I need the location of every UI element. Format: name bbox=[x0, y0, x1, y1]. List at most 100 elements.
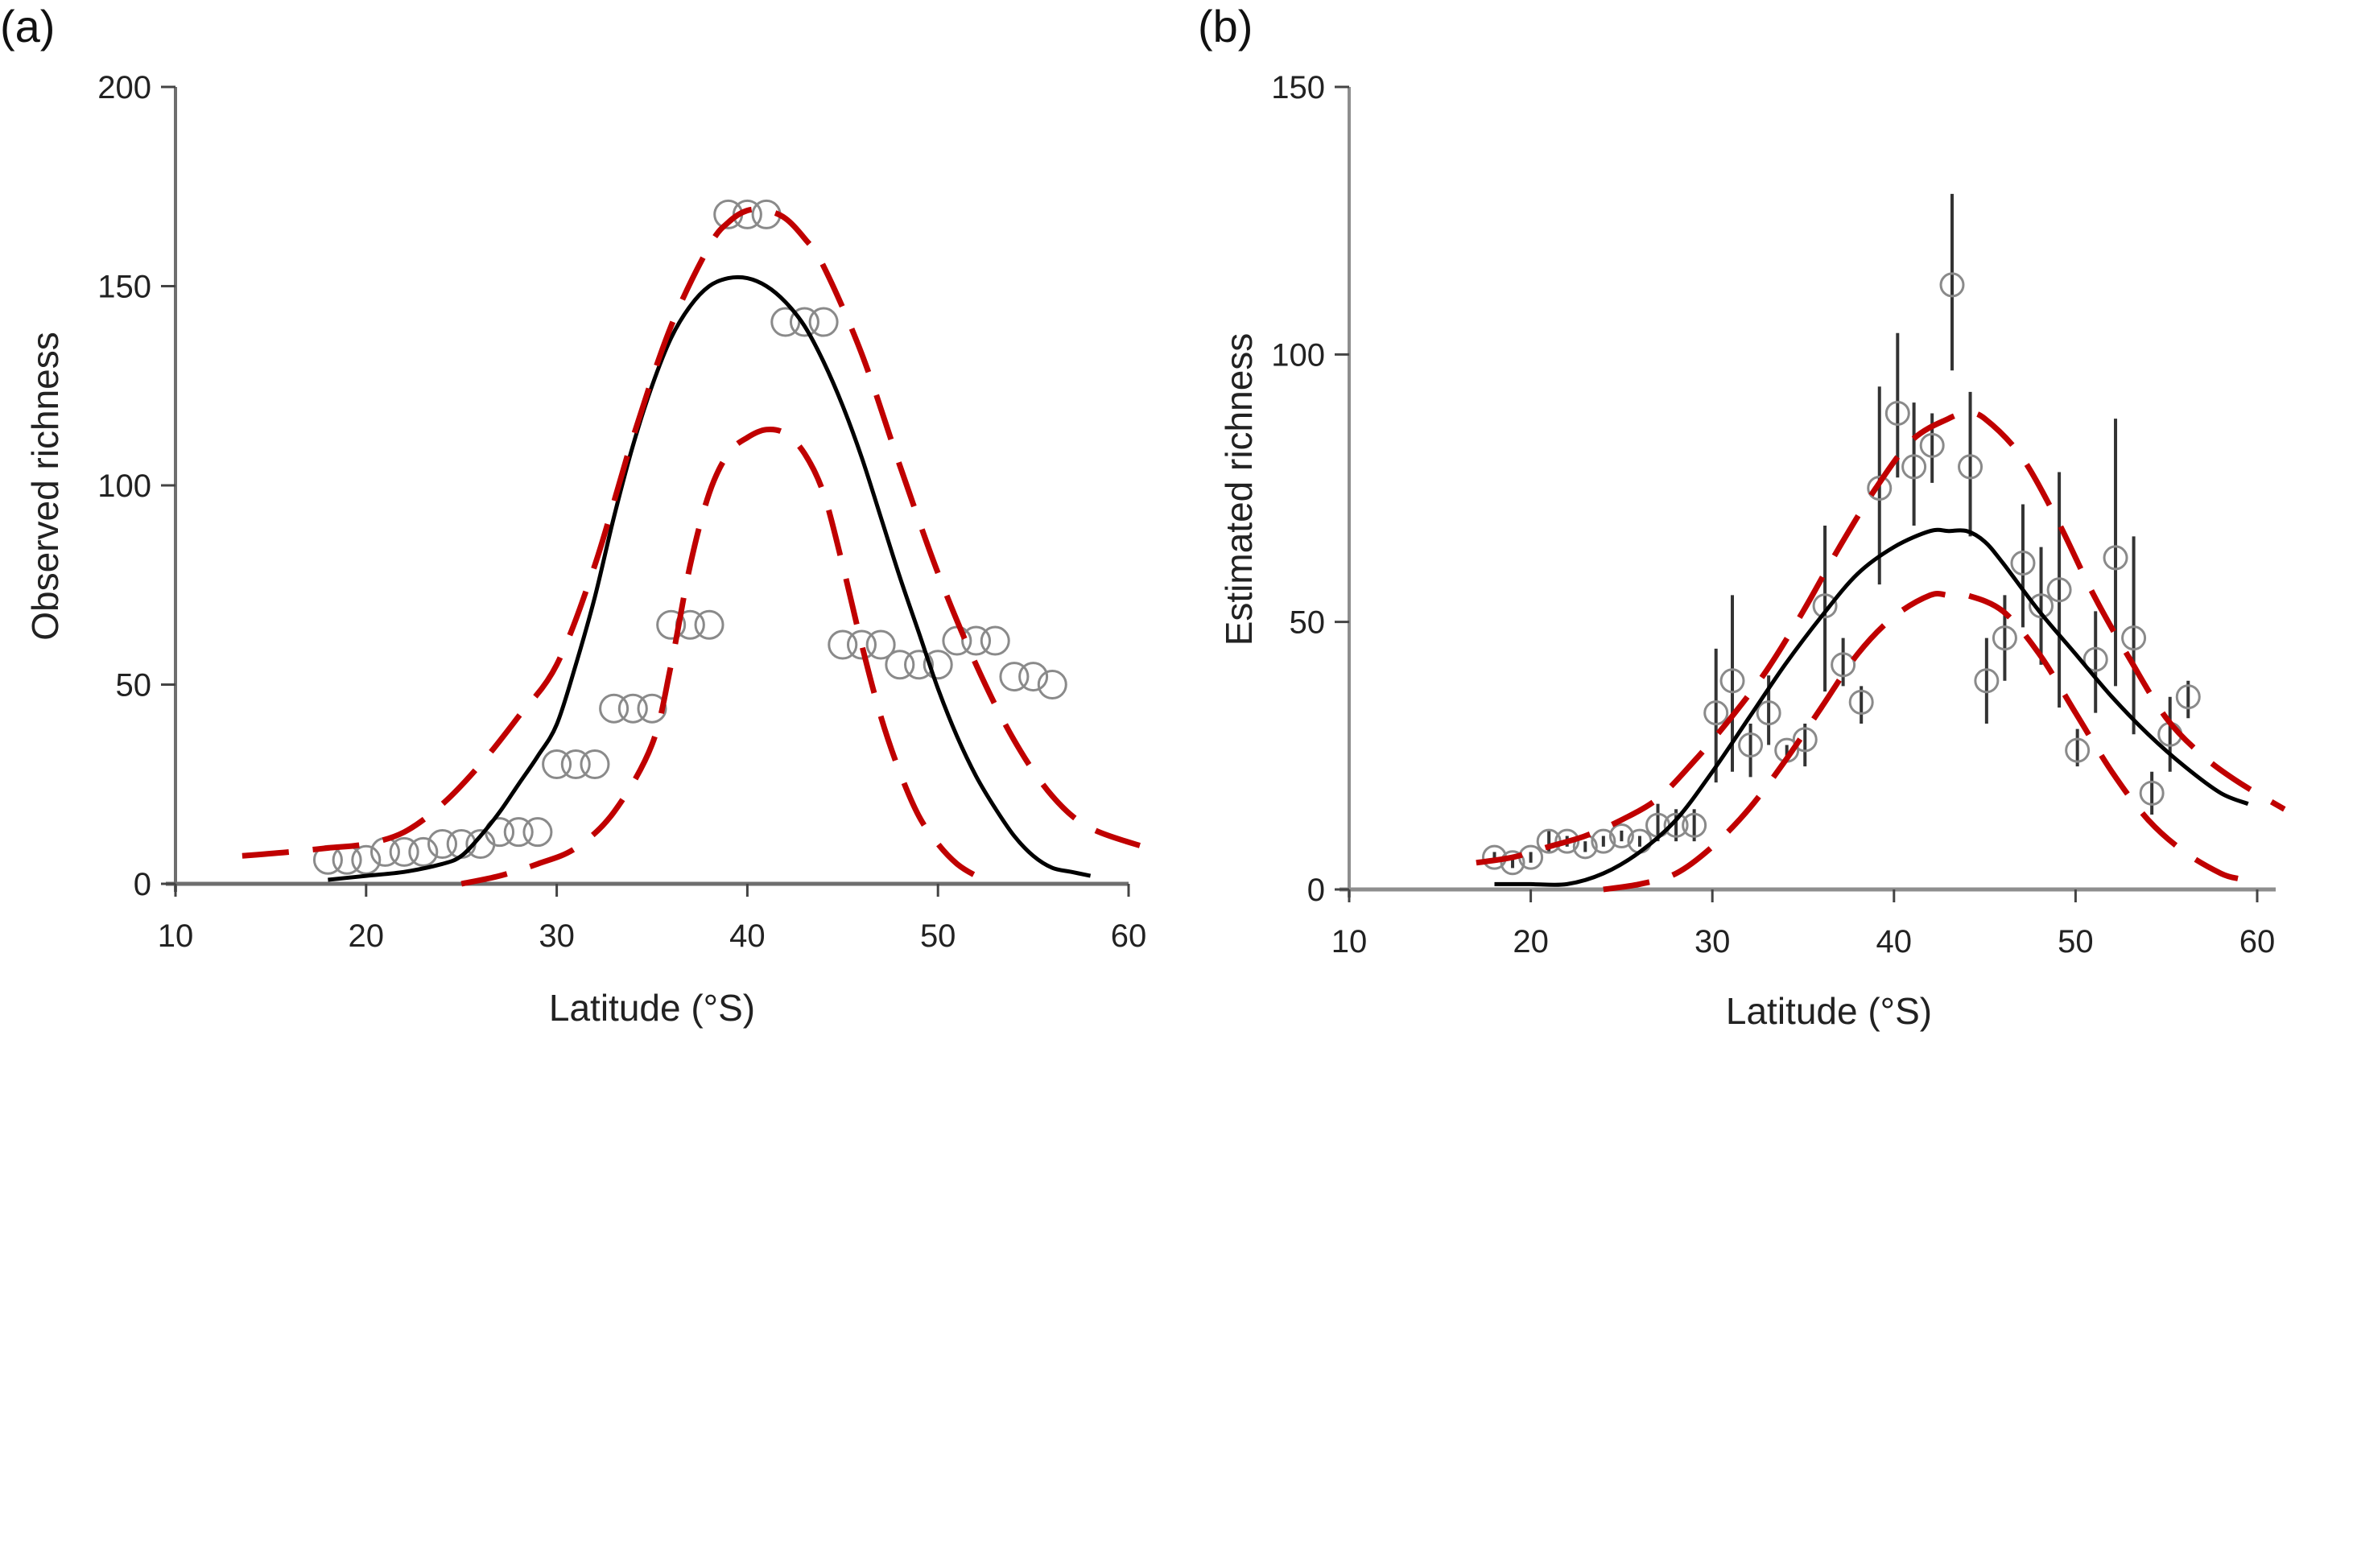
panel-b-data-point bbox=[1703, 700, 1729, 726]
panel-b-data-point bbox=[1663, 812, 1689, 838]
panel-a-y-tick-label: 150 bbox=[97, 270, 151, 305]
panel-a-data-point bbox=[351, 844, 382, 875]
panel-a-fitted-curve bbox=[328, 274, 1092, 882]
panel-b-lower-bound-curve bbox=[1603, 590, 2240, 893]
panel-a-data-point bbox=[1018, 662, 1049, 692]
panel-a-data-point bbox=[885, 650, 915, 680]
panel-a-axes: 10 20 30 40 50 60 0 50 100 150 200 bbox=[97, 70, 1146, 954]
panel-b-data-point bbox=[2082, 646, 2108, 672]
panel-b-fitted-curve bbox=[1494, 527, 2249, 887]
panel-a-lower-bound-curve bbox=[460, 426, 997, 887]
panel-b-data-point bbox=[1756, 700, 1781, 726]
panel-a-data-point bbox=[828, 629, 858, 660]
panel-a-y-tick-label: 200 bbox=[97, 70, 151, 105]
panel-b-data-point bbox=[1884, 400, 1910, 426]
panel-a-data-point bbox=[846, 629, 877, 660]
panel-b-data-point bbox=[1792, 727, 1818, 753]
panel-b-x-tick-label: 10 bbox=[1331, 924, 1368, 959]
panel-b-data-point bbox=[2010, 551, 2036, 576]
panel-b-data-point bbox=[2121, 625, 2147, 651]
panel-b-data-point bbox=[2029, 593, 2054, 619]
panel-b-series-estimated bbox=[1481, 193, 2201, 876]
panel-b-y-axis-title: Estimated richness bbox=[1218, 333, 1260, 646]
panel-a-data-point bbox=[503, 817, 534, 848]
panel-b-x-axis-title: Latitude (°S) bbox=[1726, 990, 1932, 1032]
panel-b-data-point bbox=[2046, 577, 2072, 603]
panel-b-x-tick-label: 60 bbox=[2239, 924, 2276, 959]
panel-b-data-point bbox=[2175, 684, 2201, 710]
panel-a: (a) 10 20 30 40 50 60 0 50 100 150 200 Latitude (°… bbox=[0, 1, 1149, 1029]
panel-b-data-point bbox=[2103, 545, 2128, 571]
panel-a-data-point bbox=[580, 749, 610, 779]
panel-b-y-tick-label: 100 bbox=[1271, 337, 1325, 373]
panel-a-x-tick-label: 40 bbox=[729, 918, 766, 954]
panel-b-data-point bbox=[1831, 652, 1856, 678]
panel-a-x-axis-title: Latitude (°S) bbox=[549, 987, 755, 1029]
panel-a-x-tick-label: 50 bbox=[920, 918, 956, 954]
panel-b-data-point bbox=[1867, 476, 1893, 501]
panel-b-data-point bbox=[1682, 812, 1707, 838]
panel-b-label: (b) bbox=[1198, 1, 1253, 52]
panel-a-data-point bbox=[637, 693, 667, 724]
panel-a-data-point bbox=[961, 625, 992, 656]
panel-a-data-point bbox=[427, 829, 458, 859]
panel-b-x-tick-label: 30 bbox=[1694, 924, 1731, 959]
panel-b-data-point bbox=[1958, 454, 1983, 480]
panel-a-data-point bbox=[408, 836, 439, 867]
panel-a-data-point bbox=[599, 693, 629, 724]
panel-b-data-point bbox=[1500, 850, 1525, 876]
panel-b-data-point bbox=[1719, 668, 1745, 694]
panel-a-y-axis-title: Observed richness bbox=[24, 332, 66, 641]
panel-b-x-tick-label: 50 bbox=[2058, 924, 2094, 959]
panel-a-data-point bbox=[923, 650, 953, 680]
panel-a-data-point bbox=[999, 662, 1030, 692]
panel-a-series-observed bbox=[312, 199, 1067, 875]
panel-a-data-point bbox=[789, 307, 819, 337]
panel-a-marks bbox=[241, 199, 1149, 887]
panel-b-data-point bbox=[1901, 454, 1927, 480]
panel-a-data-point bbox=[656, 609, 687, 640]
panel-b-upper-bound-curve bbox=[1476, 410, 2286, 866]
panel-b-data-point bbox=[1848, 689, 1874, 715]
panel-a-x-tick-label: 30 bbox=[539, 918, 575, 954]
panel-a-data-point bbox=[694, 609, 724, 640]
panel-b-data-point bbox=[1554, 828, 1580, 854]
panel-b-y-tick-label: 50 bbox=[1290, 605, 1326, 641]
panel-b-data-point bbox=[1974, 668, 2000, 694]
panel-a-label: (a) bbox=[0, 1, 55, 52]
panel-a-data-point bbox=[1037, 670, 1067, 699]
panel-a-data-point bbox=[560, 749, 591, 779]
panel-a-data-point bbox=[389, 836, 419, 867]
panel-b-data-point bbox=[2139, 780, 2165, 806]
panel-a-data-point bbox=[904, 650, 935, 680]
panel-b-data-point bbox=[2065, 737, 2091, 763]
panel-b-data-point bbox=[1992, 625, 2017, 651]
panel-a-data-point bbox=[770, 307, 801, 337]
panel-b-y-tick-label: 150 bbox=[1271, 70, 1325, 105]
panel-a-x-tick-label: 60 bbox=[1111, 918, 1147, 954]
panel-b-data-point bbox=[1591, 828, 1616, 854]
panel-a-upper-bound-curve bbox=[241, 206, 1149, 859]
panel-a-y-tick-label: 100 bbox=[97, 468, 151, 504]
panel-a-y-tick-label: 50 bbox=[116, 668, 152, 704]
panel-a-x-tick-label: 10 bbox=[158, 918, 194, 954]
panel-b-x-tick-label: 20 bbox=[1513, 924, 1549, 959]
panel-b-marks bbox=[1476, 193, 2286, 893]
panel-a-data-point bbox=[617, 693, 648, 724]
panel-b-x-tick-label: 40 bbox=[1876, 924, 1913, 959]
panel-a-x-tick-label: 20 bbox=[349, 918, 385, 954]
panel-b-data-point bbox=[1738, 732, 1764, 758]
panel-a-y-tick-label: 0 bbox=[134, 867, 151, 902]
panel-b-y-tick-label: 0 bbox=[1307, 873, 1325, 908]
panel-a-data-point bbox=[542, 749, 572, 779]
panel-a-data-point bbox=[522, 817, 553, 848]
panel-a-data-point bbox=[808, 307, 839, 337]
panel-b-data-point bbox=[1812, 593, 1838, 619]
panel-b-data-point bbox=[1608, 823, 1634, 849]
panel-b-axes: 10 20 30 40 50 60 0 50 100 150 bbox=[1271, 70, 2276, 959]
panel-a-data-point bbox=[980, 625, 1010, 656]
panel-a-data-point bbox=[865, 629, 896, 660]
panel-b-data-point bbox=[1919, 432, 1945, 458]
